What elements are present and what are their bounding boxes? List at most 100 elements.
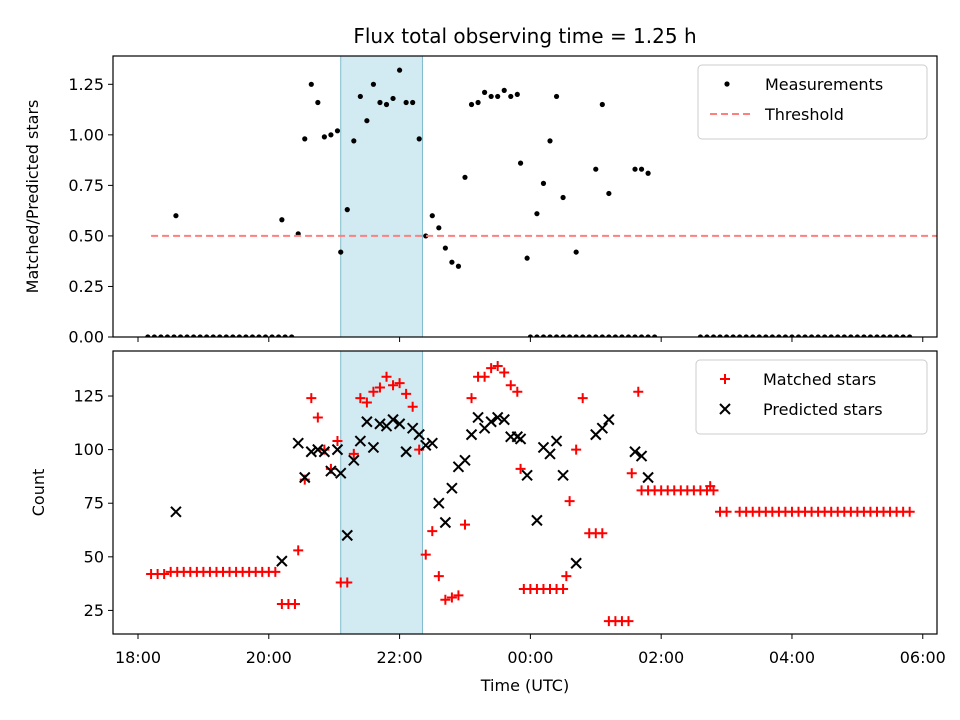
measurements-point: [848, 334, 854, 337]
measurements-point: [638, 166, 645, 172]
matched-stars-point: [597, 528, 608, 539]
predicted-stars-point: [446, 482, 458, 494]
measurements-point: [900, 334, 906, 337]
predicted-stars-point: [459, 454, 471, 467]
predicted-stars-point: [413, 428, 425, 441]
measurements-point: [455, 263, 462, 269]
matched-stars-point: [459, 519, 470, 530]
measurements-point: [204, 334, 210, 337]
measurements-point: [164, 334, 171, 337]
measurements-point: [795, 334, 802, 337]
matched-stars-point: [466, 393, 477, 404]
measurements-point: [158, 334, 164, 337]
measurements-point: [593, 334, 599, 337]
measurements-point: [328, 132, 334, 138]
bottom-y-tick-label: 125: [73, 387, 104, 406]
predicted-stars-point: [485, 416, 497, 428]
measurements-point: [880, 334, 887, 337]
predicted-stars-point: [367, 441, 380, 454]
x-axis-label: Time (UTC): [480, 676, 569, 695]
bottom-x-tick-label: 06:00: [900, 648, 946, 667]
predicted-stars-point: [354, 435, 367, 447]
measurements-point: [171, 334, 177, 337]
measurements-point: [282, 334, 288, 337]
measurements-point: [560, 334, 566, 337]
matched-stars-point: [332, 436, 343, 447]
measurements-point: [416, 136, 422, 142]
bottom-x-tick-label: 04:00: [769, 648, 815, 667]
matched-stars-point: [623, 616, 634, 627]
measurements-point: [540, 334, 547, 337]
measurements-point: [315, 99, 321, 106]
predicted-stars-point: [305, 446, 318, 458]
measurements-point: [625, 334, 632, 337]
measurements-point: [403, 99, 409, 106]
matched-stars-point: [492, 361, 503, 372]
bottom-shaded-interval: [340, 350, 423, 635]
top-y-tick-label: 0.75: [68, 176, 104, 195]
matched-stars-point: [499, 367, 510, 378]
measurements-point: [390, 95, 396, 102]
predicted-stars-point: [544, 448, 556, 460]
measurements-point: [223, 334, 229, 337]
matched-stars-point: [293, 545, 304, 556]
measurements-point: [638, 334, 645, 337]
measurements-point: [184, 334, 190, 337]
predicted-stars-point: [299, 471, 311, 484]
measurements-point: [534, 211, 540, 217]
measurements-legend-marker: [724, 81, 730, 87]
measurements-point: [717, 334, 723, 337]
measurements-point: [553, 93, 560, 100]
bottom-y-tick-label: 25: [84, 601, 104, 620]
top-y-axis-label: Matched/Predicted stars: [23, 100, 42, 294]
measurements-point: [501, 87, 507, 93]
matched-stars-point: [381, 371, 392, 382]
measurements-point: [828, 334, 834, 337]
measurements-point: [177, 334, 184, 337]
matched-stars-point: [427, 526, 438, 537]
measurements-point: [534, 334, 540, 337]
matched-stars-point: [270, 566, 281, 577]
measurements-point: [553, 334, 560, 337]
bottom-x-tick-label: 00:00: [507, 648, 553, 667]
measurements-point: [808, 334, 815, 337]
measurements-point: [606, 190, 612, 197]
predicted-stars-point: [374, 418, 386, 430]
matched-stars-point: [904, 506, 915, 517]
matched-stars-point: [440, 594, 451, 605]
matched-stars-point: [401, 388, 412, 399]
matched-stars-point: [564, 496, 575, 507]
predicted-stars-point: [491, 411, 504, 424]
measurements-point: [697, 334, 704, 337]
measurements-point: [599, 101, 605, 108]
measurements-point: [632, 334, 638, 337]
predicted-stars-point: [570, 557, 582, 569]
matched-stars-point: [342, 577, 353, 588]
bottom-axes-frame: [112, 350, 938, 635]
predicted-stars-point: [596, 422, 609, 434]
measurements-point: [334, 128, 341, 134]
measurements-point: [547, 138, 553, 144]
measurements-point: [495, 93, 501, 100]
bottom-x-tick-label: 22:00: [377, 648, 423, 667]
measurements-point: [462, 174, 468, 180]
matched-stars-point: [577, 393, 588, 404]
measurements-point: [269, 334, 275, 337]
predicted-stars-point: [348, 454, 360, 467]
chart-title: Flux total observing time = 1.25 h: [353, 24, 696, 48]
predicted-stars-point: [312, 443, 324, 456]
measurements-point: [776, 334, 782, 337]
measurements-point: [429, 213, 435, 219]
predicted-stars-point: [635, 450, 648, 462]
measurements-point: [710, 334, 717, 337]
predicted-stars-point: [603, 413, 615, 426]
measurements-point: [874, 334, 880, 337]
measurements-point: [652, 334, 658, 337]
bottom-legend: Matched stars Predicted stars: [695, 359, 928, 435]
top-axes-frame: [112, 55, 938, 338]
matched-stars-point: [312, 412, 323, 423]
matched-stars-point: [446, 592, 457, 603]
predicted-stars-legend-marker: [719, 403, 731, 415]
measurements-point: [802, 334, 808, 337]
